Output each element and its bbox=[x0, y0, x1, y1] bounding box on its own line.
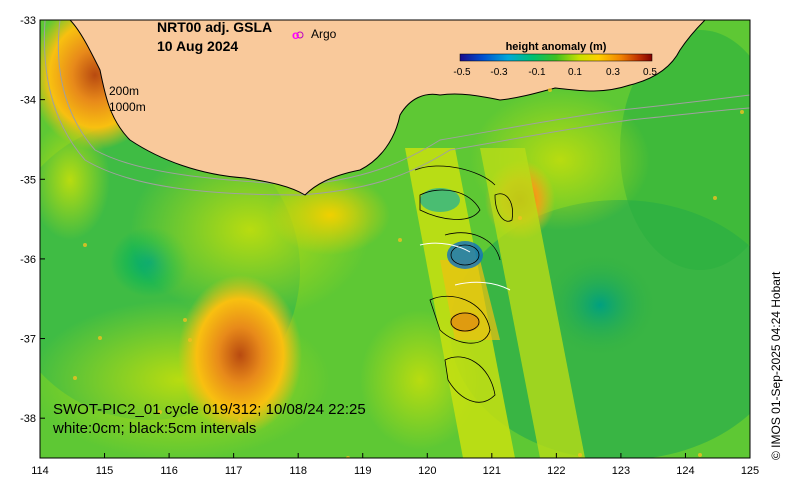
y-axis: -33 -34 -35 -36 -37 -38 bbox=[20, 15, 45, 425]
colorbar-tick: 0.3 bbox=[606, 67, 620, 78]
isobath-lines bbox=[43, 20, 750, 196]
australia-land bbox=[40, 20, 706, 196]
swot-swath bbox=[405, 148, 585, 458]
isobath-label-200m: 200m bbox=[109, 84, 139, 98]
x-tick-label: 115 bbox=[96, 465, 114, 477]
sla-field-blob bbox=[40, 120, 110, 240]
zero-contour bbox=[419, 242, 511, 291]
map-plot-area: NRT00 adj. GSLA 10 Aug 2024 o Argo 200m … bbox=[40, 19, 750, 458]
colorbar-tick: 0.5 bbox=[643, 67, 657, 78]
along-track-dots bbox=[73, 88, 744, 458]
contour-note: white:0cm; black:5cm intervals bbox=[52, 420, 256, 437]
plot-frame bbox=[39, 19, 751, 459]
x-tick-label: 124 bbox=[676, 465, 694, 477]
contour-lines bbox=[414, 165, 513, 403]
y-tick-label: -34 bbox=[20, 95, 36, 107]
y-tick-label: -33 bbox=[20, 15, 36, 27]
x-tick-label: 116 bbox=[160, 465, 178, 477]
colorbar-tick: -0.5 bbox=[453, 67, 471, 78]
colorbar-tick: -0.3 bbox=[490, 67, 508, 78]
y-tick-label: -37 bbox=[20, 334, 36, 346]
sla-field-blob bbox=[545, 255, 655, 355]
y-tick-label: -35 bbox=[20, 174, 36, 186]
argo-legend-label: Argo bbox=[311, 27, 337, 41]
colorbar bbox=[459, 53, 653, 62]
map-title: NRT00 adj. GSLA bbox=[157, 19, 272, 35]
isobath-label-1000m: 1000m bbox=[109, 100, 146, 114]
argo-legend-marker: o bbox=[292, 28, 299, 42]
credit-text: © IMOS 01-Sep-2025 04:24 Hobart bbox=[769, 271, 783, 460]
y-tick-label: -38 bbox=[20, 413, 36, 425]
swot-pass-label: SWOT-PIC2_01 cycle 019/312; 10/08/24 22:… bbox=[53, 401, 366, 418]
colorbar-tick: -0.1 bbox=[528, 67, 546, 78]
x-tick-label: 120 bbox=[418, 465, 436, 477]
x-tick-label: 114 bbox=[31, 465, 49, 477]
x-tick-label: 119 bbox=[354, 465, 372, 477]
argo-floats bbox=[296, 31, 304, 39]
x-tick-label: 117 bbox=[225, 465, 243, 477]
warm-core-eddy bbox=[178, 275, 302, 435]
x-axis: 114 115 116 117 118 119 120 121 122 123 124 125 bbox=[31, 453, 759, 477]
colorbar-title: height anomaly (m) bbox=[506, 41, 607, 53]
y-tick-label: -36 bbox=[20, 254, 36, 266]
colorbar-ticks: -0.5 -0.3 -0.1 0.1 0.3 0.5 bbox=[453, 67, 657, 78]
x-tick-label: 121 bbox=[483, 465, 501, 477]
x-tick-label: 123 bbox=[612, 465, 630, 477]
x-tick-label: 125 bbox=[741, 465, 759, 477]
x-tick-label: 122 bbox=[547, 465, 565, 477]
sla-field-blob bbox=[620, 30, 750, 270]
x-tick-label: 118 bbox=[289, 465, 307, 477]
colorbar-tick: 0.1 bbox=[568, 67, 582, 78]
map-date: 10 Aug 2024 bbox=[157, 38, 238, 54]
